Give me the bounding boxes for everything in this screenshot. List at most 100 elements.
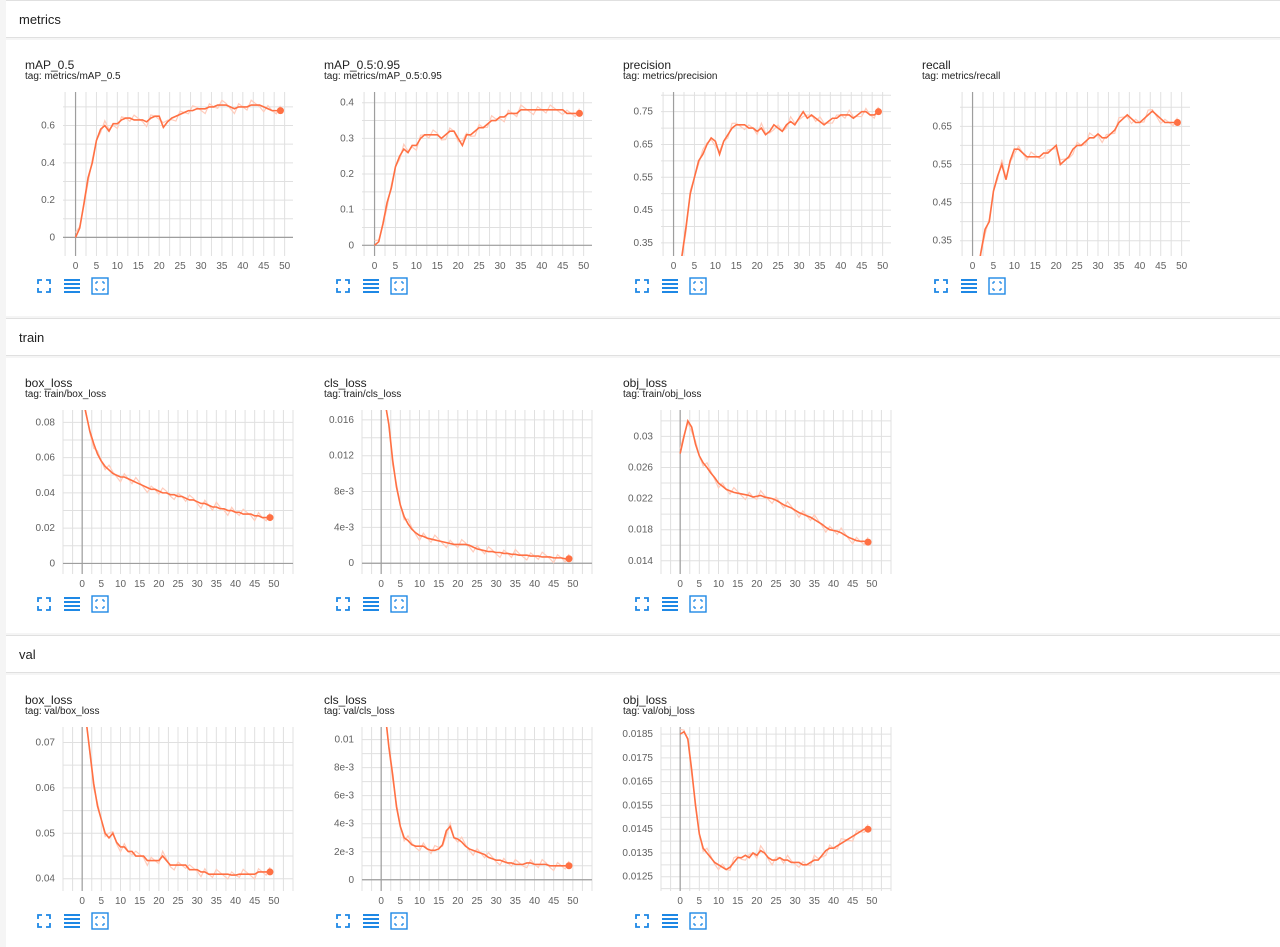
toggle-log-scale-icon[interactable]	[362, 277, 380, 295]
fit-domain-icon[interactable]	[91, 912, 109, 930]
x-tick-label: 20	[452, 579, 464, 590]
expand-chart-icon[interactable]	[334, 277, 352, 295]
series-line	[979, 109, 1178, 256]
x-tick-label: 10	[411, 261, 423, 272]
y-tick-label: 0.65	[634, 139, 654, 150]
y-tick-label: 0.75	[634, 107, 654, 118]
section-header-metrics[interactable]: metrics	[6, 0, 1280, 38]
fit-domain-icon[interactable]	[689, 912, 707, 930]
line-chart[interactable]: 0 5 10 15 20 25 30 35 40 45 50 0.0125 0.0135 0.0145 0.…	[605, 723, 901, 909]
line-chart[interactable]: 0 5 10 15 20 25 30 35 40 45 50 0.35 0.45 0.55 0.65 0.75	[605, 88, 901, 274]
section-body-val: box_loss tag: val/box_loss 0 5 10 15 20 25 30 3…	[6, 675, 1280, 947]
x-tick-label: 0	[79, 579, 85, 590]
y-tick-label: 0.2	[340, 169, 354, 180]
series-raw-line	[385, 410, 570, 564]
series-raw-line	[386, 727, 570, 872]
fit-domain-icon[interactable]	[91, 277, 109, 295]
y-tick-label: 0.014	[628, 556, 653, 567]
chart-title: box_loss	[25, 693, 73, 707]
y-tick-label: 0.0165	[622, 777, 653, 788]
x-tick-label: 0	[73, 261, 79, 272]
x-tick-label: 15	[134, 579, 146, 590]
y-tick-label: 0.1	[340, 205, 354, 216]
line-chart[interactable]: 0 5 10 15 20 25 30 35 40 45 50 0 4e-3 8e-3 0.012 0.016	[306, 406, 602, 592]
last-point-marker	[266, 868, 274, 876]
line-chart[interactable]: 0 5 10 15 20 25 30 35 40 45 50 0.04 0.05 0.06 0.07	[7, 723, 303, 909]
toggle-log-scale-icon[interactable]	[362, 912, 380, 930]
line-chart[interactable]: 0 5 10 15 20 25 30 35 40 45 50 0 2e-3 4e-3 6e-3 8e-3 0.0…	[306, 723, 602, 909]
section-header-train[interactable]: train	[6, 318, 1280, 356]
line-chart[interactable]: 0 5 10 15 20 25 30 35 40 45 50 0 0.02 0.04 0.06 0.08	[7, 406, 303, 592]
x-tick-label: 40	[828, 579, 840, 590]
expand-chart-icon[interactable]	[334, 595, 352, 613]
section-header-val[interactable]: val	[6, 635, 1280, 673]
x-tick-label: 50	[567, 896, 579, 907]
toggle-log-scale-icon[interactable]	[661, 277, 679, 295]
x-tick-label: 15	[433, 896, 445, 907]
expand-chart-icon[interactable]	[633, 912, 651, 930]
x-tick-label: 25	[471, 579, 483, 590]
line-chart[interactable]: 0 5 10 15 20 25 30 35 40 45 50 0.35 0.45 0.55 0.65	[904, 88, 1200, 274]
x-tick-label: 15	[432, 261, 444, 272]
last-point-marker	[874, 108, 882, 116]
x-tick-label: 10	[713, 579, 725, 590]
x-tick-label: 0	[372, 261, 378, 272]
x-tick-label: 40	[536, 261, 548, 272]
line-chart[interactable]: 0 5 10 15 20 25 30 35 40 45 50 0 0.1 0.2 0.3 0.4	[306, 88, 602, 274]
fit-domain-icon[interactable]	[91, 595, 109, 613]
toggle-log-scale-icon[interactable]	[63, 277, 81, 295]
expand-chart-icon[interactable]	[334, 912, 352, 930]
x-tick-label: 40	[1134, 261, 1146, 272]
expand-chart-icon[interactable]	[633, 595, 651, 613]
fit-domain-icon[interactable]	[390, 595, 408, 613]
x-tick-label: 15	[732, 896, 744, 907]
x-tick-label: 10	[115, 896, 127, 907]
x-tick-label: 35	[1113, 261, 1125, 272]
x-tick-label: 10	[713, 896, 725, 907]
x-tick-label: 15	[134, 896, 146, 907]
x-tick-label: 5	[692, 261, 698, 272]
fit-domain-icon[interactable]	[988, 277, 1006, 295]
chart-tag: tag: metrics/mAP_0.5	[25, 71, 121, 82]
fit-domain-icon[interactable]	[390, 277, 408, 295]
expand-chart-icon[interactable]	[932, 277, 950, 295]
x-tick-label: 25	[175, 261, 187, 272]
x-tick-label: 35	[211, 896, 223, 907]
toggle-log-scale-icon[interactable]	[63, 595, 81, 613]
y-tick-label: 0.0145	[622, 824, 653, 835]
x-tick-label: 5	[94, 261, 100, 272]
toggle-log-scale-icon[interactable]	[661, 595, 679, 613]
x-tick-label: 35	[814, 261, 826, 272]
x-tick-label: 20	[153, 579, 165, 590]
series-line	[374, 109, 580, 246]
grid	[660, 410, 892, 574]
series-line	[84, 410, 270, 519]
section-body-train: box_loss tag: train/box_loss 0 5 10 15 20 25 3…	[6, 358, 1280, 633]
x-tick-label: 50	[1176, 261, 1188, 272]
fit-domain-icon[interactable]	[689, 277, 707, 295]
x-tick-label: 40	[835, 261, 847, 272]
toggle-log-scale-icon[interactable]	[960, 277, 978, 295]
y-tick-label: 0.022	[628, 494, 653, 505]
x-tick-label: 20	[154, 261, 166, 272]
expand-chart-icon[interactable]	[35, 595, 53, 613]
toggle-log-scale-icon[interactable]	[63, 912, 81, 930]
x-tick-label: 45	[847, 896, 859, 907]
chart-tag: tag: val/obj_loss	[623, 706, 695, 717]
line-chart[interactable]: 0 5 10 15 20 25 30 35 40 45 50 0 0.2 0.4 0.6	[7, 88, 303, 274]
x-tick-label: 5	[398, 579, 404, 590]
x-tick-label: 10	[112, 261, 124, 272]
y-tick-label: 0.0135	[622, 848, 653, 859]
toggle-log-scale-icon[interactable]	[362, 595, 380, 613]
toggle-log-scale-icon[interactable]	[661, 912, 679, 930]
expand-chart-icon[interactable]	[633, 277, 651, 295]
line-chart[interactable]: 0 5 10 15 20 25 30 35 40 45 50 0.014 0.018 0.022 0.026…	[605, 406, 901, 592]
fit-domain-icon[interactable]	[689, 595, 707, 613]
last-point-marker	[1173, 119, 1181, 127]
chart-title: precision	[623, 58, 672, 72]
expand-chart-icon[interactable]	[35, 277, 53, 295]
y-tick-label: 0.018	[628, 525, 653, 536]
x-tick-label: 20	[751, 896, 763, 907]
expand-chart-icon[interactable]	[35, 912, 53, 930]
fit-domain-icon[interactable]	[390, 912, 408, 930]
